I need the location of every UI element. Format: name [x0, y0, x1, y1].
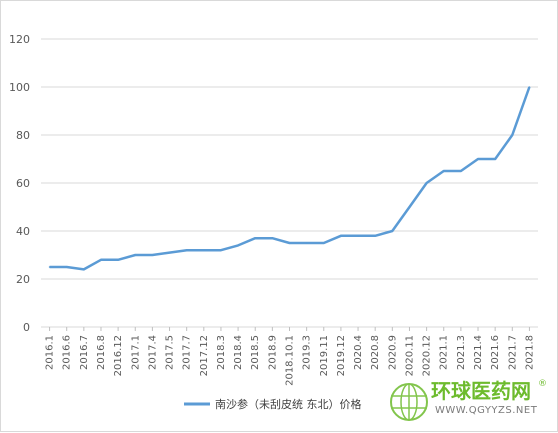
x-tick-label: 2021.1	[439, 335, 450, 370]
data-point	[271, 237, 274, 239]
data-point	[511, 134, 514, 136]
x-tick-label: 2017.7	[182, 335, 193, 370]
data-point	[340, 235, 342, 237]
x-tick-label: 2021.3	[456, 335, 467, 370]
data-point	[305, 242, 308, 244]
data-point	[117, 259, 119, 261]
data-point	[134, 254, 137, 256]
y-tick-label: 60	[16, 177, 30, 190]
x-tick-label: 2017.12	[199, 335, 210, 376]
data-point	[425, 182, 428, 184]
legend: 南沙参（未刮皮统 东北）价格	[184, 397, 362, 411]
series-lines	[48, 86, 531, 271]
data-point	[83, 268, 85, 271]
data-point	[477, 158, 479, 160]
x-tick-label: 2017.4	[147, 335, 158, 370]
data-point	[494, 158, 496, 160]
x-axis-ticks: 2016.1 2016.6 2016.7 2016.8 2016.12 2017.1 201…	[45, 327, 535, 386]
watermark-url: WWW.QGYYZS.NET	[435, 405, 538, 416]
x-tick-label: 2016.1	[45, 335, 56, 370]
x-tick-label: 2016.7	[79, 335, 90, 370]
data-point	[254, 237, 257, 239]
data-point	[100, 259, 102, 261]
x-tick-label: 2018.9	[267, 335, 278, 370]
y-tick-label: 40	[16, 225, 30, 238]
watermark-brand: 环球医药网	[431, 379, 531, 403]
x-tick-label: 2021.6	[490, 335, 501, 370]
data-point	[288, 242, 291, 244]
data-point	[357, 235, 359, 237]
x-tick-label: 2020.11	[404, 335, 415, 376]
data-point	[65, 266, 68, 268]
x-tick-label: 2020.9	[387, 335, 398, 370]
series-line-0	[49, 86, 531, 271]
legend-label: 南沙参（未刮皮统 东北）价格	[215, 397, 362, 411]
x-tick-label: 2018.10.1	[285, 335, 296, 386]
x-tick-label: 2017.1	[130, 335, 141, 370]
watermark: 环球医药网 ® WWW.QGYYZS.NET	[390, 379, 547, 421]
data-point	[237, 244, 239, 247]
y-tick-label: 80	[16, 129, 30, 142]
x-tick-label: 2019.3	[302, 335, 313, 370]
globe-icon	[390, 383, 428, 421]
x-tick-label: 2016.8	[96, 335, 107, 370]
data-point	[48, 266, 51, 268]
data-point	[408, 206, 411, 208]
x-tick-label: 2020.4	[353, 335, 364, 370]
x-tick-label: 2017.5	[165, 335, 176, 370]
x-tick-label: 2019.12	[336, 335, 347, 376]
data-point	[168, 251, 171, 254]
y-tick-label: 0	[23, 321, 30, 334]
data-point	[528, 86, 531, 88]
x-tick-label: 2020.12	[422, 335, 433, 376]
y-tick-label: 120	[9, 33, 30, 46]
data-point	[185, 249, 188, 251]
x-tick-label: 2018.3	[216, 335, 227, 370]
grid-lines	[41, 38, 538, 328]
data-point	[442, 170, 445, 172]
data-point	[391, 230, 394, 232]
data-point	[203, 249, 205, 251]
x-tick-label: 2018.4	[233, 335, 244, 370]
data-point	[151, 254, 154, 256]
data-point	[220, 249, 222, 251]
data-point	[460, 170, 462, 172]
data-point	[322, 242, 325, 244]
y-axis-ticks: 0 20 40 60 80 100 120	[9, 33, 30, 334]
data-point	[374, 235, 376, 237]
watermark-registered: ®	[538, 379, 547, 389]
y-tick-label: 100	[9, 81, 30, 94]
x-tick-label: 2021.7	[507, 335, 518, 370]
x-tick-label: 2019.11	[319, 335, 330, 376]
y-tick-label: 20	[16, 273, 30, 286]
x-tick-label: 2021.4	[473, 335, 484, 370]
x-tick-label: 2021.8	[524, 335, 535, 370]
x-tick-label: 2018.5	[250, 335, 261, 370]
x-tick-label: 2016.6	[62, 335, 73, 370]
x-tick-label: 2020.8	[370, 335, 381, 370]
x-tick-label: 2016.12	[113, 335, 124, 376]
